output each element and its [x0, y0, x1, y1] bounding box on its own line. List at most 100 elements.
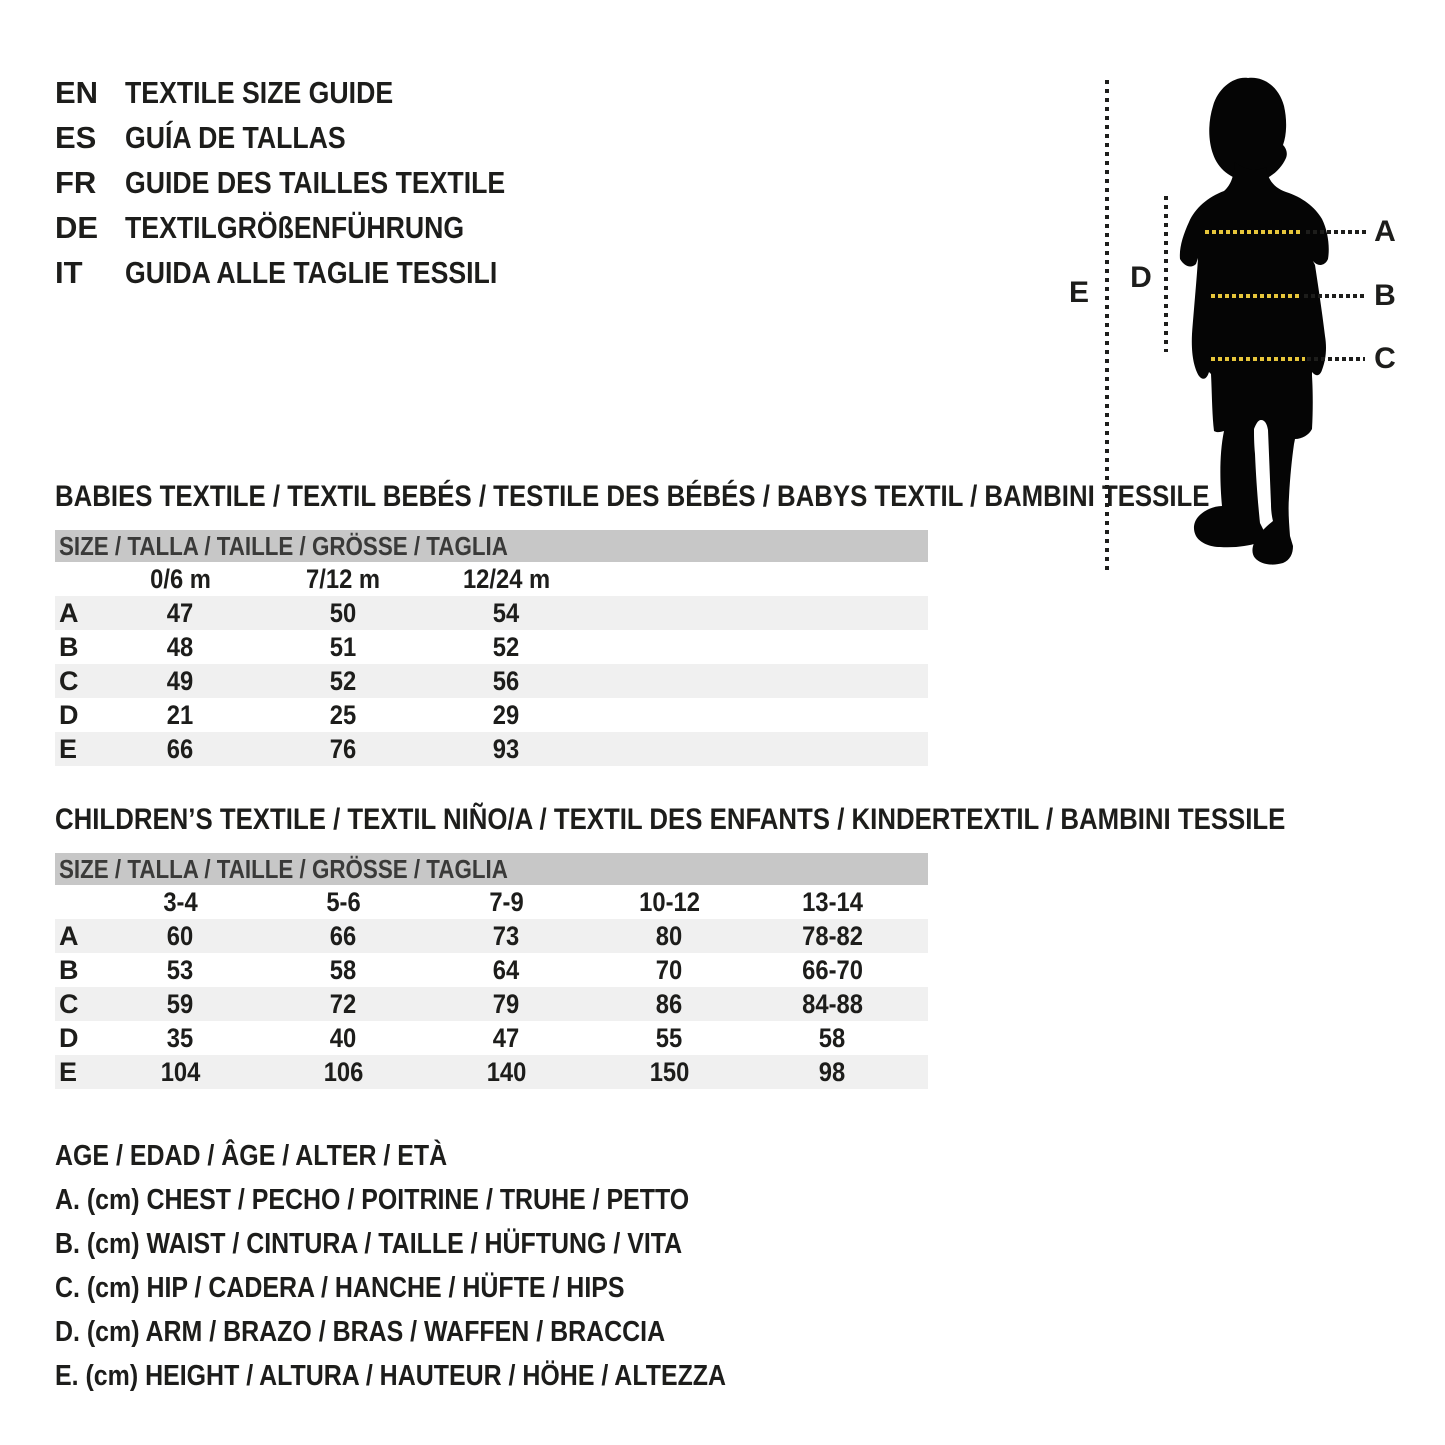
babies-size-table: SIZE / TALLA / TAILLE / GRÖSSE / TAGLIA …: [55, 530, 928, 766]
value-cell: 58: [819, 1022, 846, 1053]
legend-line-hip: C. (cm) HIP / CADERA / HANCHE / HÜFTE / …: [55, 1272, 625, 1304]
size-header-bar: SIZE / TALLA / TAILLE / GRÖSSE / TAGLIA: [55, 853, 928, 885]
value-cell: 21: [167, 699, 194, 730]
value-cell: 35: [167, 1022, 194, 1053]
value-cell: 76: [330, 733, 357, 764]
language-title-list: EN TEXTILE SIZE GUIDE ES GUÍA DE TALLAS …: [55, 70, 567, 295]
figure-label-a: A: [1374, 215, 1396, 248]
guide-title-it: GUIDA ALLE TAGLIE TESSILI: [125, 255, 498, 290]
row-label: C: [59, 988, 79, 1019]
value-cell: 93: [493, 733, 520, 764]
value-cell: 29: [493, 699, 520, 730]
waist-measure-line-B: [1211, 294, 1301, 298]
value-cell: 54: [493, 597, 520, 628]
table-row-b: B 48 51 52: [55, 630, 928, 664]
value-cell: 52: [330, 665, 357, 696]
value-cell: 59: [167, 988, 194, 1019]
value-cell: 140: [486, 1056, 527, 1087]
table-row-c: C 49 52 56: [55, 664, 928, 698]
column-header: 7-9: [489, 886, 524, 917]
arm-measure-line-D: [1164, 196, 1168, 352]
value-cell: 150: [649, 1056, 690, 1087]
legend-line-arm: D. (cm) ARM / BRAZO / BRAS / WAFFEN / BR…: [55, 1316, 666, 1348]
figure-label-b: B: [1374, 279, 1396, 312]
value-cell: 60: [167, 920, 194, 951]
value-cell: 56: [493, 665, 520, 696]
value-cell: 73: [493, 920, 520, 951]
size-header-bar: SIZE / TALLA / TAILLE / GRÖSSE / TAGLIA: [55, 530, 928, 562]
hip-leader-line-C: [1307, 357, 1365, 361]
measurement-legend: AGE / EDAD / ÂGE / ALTER / ETÀ A. (cm) C…: [55, 1134, 835, 1398]
language-code: IT: [55, 255, 83, 290]
value-cell: 40: [330, 1022, 357, 1053]
height-measure-line-E: [1105, 80, 1109, 572]
value-cell: 72: [330, 988, 357, 1019]
row-label: B: [59, 631, 79, 662]
guide-title-fr: GUIDE DES TAILLES TEXTILE: [125, 165, 506, 200]
language-code: EN: [55, 75, 99, 110]
guide-title-es: GUÍA DE TALLAS: [125, 120, 346, 155]
child-silhouette-icon: [1179, 77, 1329, 565]
table-row-e: E 66 76 93: [55, 732, 928, 766]
legend-line-chest: A. (cm) CHEST / PECHO / POITRINE / TRUHE…: [55, 1184, 690, 1216]
table-row-a: A 60 66 73 80 78-82: [55, 919, 928, 953]
language-code: FR: [55, 165, 97, 200]
column-header-row: 0/6 m 7/12 m 12/24 m: [55, 562, 928, 596]
value-cell: 84-88: [802, 988, 863, 1019]
row-label: A: [59, 920, 79, 951]
value-cell: 66: [330, 920, 357, 951]
value-cell: 104: [160, 1056, 201, 1087]
table-row-b: B 53 58 64 70 66-70: [55, 953, 928, 987]
children-section-title: CHILDREN’S TEXTILE / TEXTIL NIÑO/A / TEX…: [55, 803, 1286, 836]
column-header: 3-4: [163, 886, 198, 917]
children-size-table: SIZE / TALLA / TAILLE / GRÖSSE / TAGLIA …: [55, 853, 928, 1089]
table-row-d: D 21 25 29: [55, 698, 928, 732]
hip-measure-line-C: [1211, 357, 1305, 361]
language-row-it: IT GUIDA ALLE TAGLIE TESSILI: [55, 250, 567, 295]
guide-title-en: TEXTILE SIZE GUIDE: [125, 75, 394, 110]
language-code: DE: [55, 210, 99, 245]
value-cell: 58: [330, 954, 357, 985]
table-row-d: D 35 40 47 55 58: [55, 1021, 928, 1055]
value-cell: 66-70: [802, 954, 863, 985]
column-header: 0/6 m: [150, 563, 211, 594]
value-cell: 48: [167, 631, 194, 662]
language-row-de: DE TEXTILGRÖßENFÜHRUNG: [55, 205, 567, 250]
value-cell: 106: [323, 1056, 364, 1087]
figure-label-d: D: [1130, 261, 1152, 294]
row-label: A: [59, 597, 79, 628]
waist-leader-line-B: [1304, 294, 1366, 298]
chest-measure-line-A: [1205, 230, 1303, 234]
figure-label-c: C: [1374, 342, 1396, 375]
column-header: 13-14: [802, 886, 863, 917]
value-cell: 49: [167, 665, 194, 696]
table-row-a: A 47 50 54: [55, 596, 928, 630]
table-row-c: C 59 72 79 86 84-88: [55, 987, 928, 1021]
value-cell: 78-82: [802, 920, 863, 951]
guide-title-de: TEXTILGRÖßENFÜHRUNG: [125, 210, 465, 245]
babies-section-title: BABIES TEXTILE / TEXTIL BEBÉS / TESTILE …: [55, 480, 1210, 513]
value-cell: 47: [493, 1022, 520, 1053]
value-cell: 47: [167, 597, 194, 628]
row-label: C: [59, 665, 79, 696]
column-header: 12/24 m: [462, 563, 551, 594]
row-label: D: [59, 699, 79, 730]
value-cell: 25: [330, 699, 357, 730]
value-cell: 86: [656, 988, 683, 1019]
legend-line-waist: B. (cm) WAIST / CINTURA / TAILLE / HÜFTU…: [55, 1228, 683, 1260]
column-header-row: 3-4 5-6 7-9 10-12 13-14: [55, 885, 928, 919]
value-cell: 98: [819, 1056, 846, 1087]
column-header: 10-12: [639, 886, 700, 917]
value-cell: 79: [493, 988, 520, 1019]
value-cell: 66: [167, 733, 194, 764]
row-label: E: [59, 1056, 78, 1087]
value-cell: 52: [493, 631, 520, 662]
language-code: ES: [55, 120, 97, 155]
chest-leader-line-A: [1306, 230, 1366, 234]
value-cell: 64: [493, 954, 520, 985]
legend-line-age: AGE / EDAD / ÂGE / ALTER / ETÀ: [55, 1140, 448, 1172]
value-cell: 53: [167, 954, 194, 985]
table-row-e: E 104 106 140 150 98: [55, 1055, 928, 1089]
column-header: 7/12 m: [306, 563, 381, 594]
column-header: 5-6: [326, 886, 361, 917]
